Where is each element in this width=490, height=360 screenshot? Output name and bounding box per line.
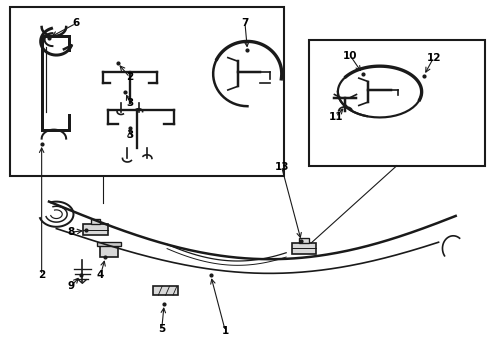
Bar bbox=[100, 246, 118, 257]
Bar bbox=[91, 219, 100, 224]
Bar bbox=[153, 286, 178, 295]
Bar bbox=[299, 238, 309, 243]
Text: 11: 11 bbox=[328, 112, 343, 122]
Bar bbox=[83, 224, 108, 235]
Text: 2: 2 bbox=[126, 72, 133, 82]
Bar bbox=[10, 7, 284, 176]
Text: 3: 3 bbox=[126, 98, 133, 108]
Text: 9: 9 bbox=[68, 281, 74, 291]
Bar bbox=[292, 243, 316, 254]
Text: 3: 3 bbox=[126, 130, 133, 140]
Bar bbox=[97, 242, 121, 246]
Text: 12: 12 bbox=[426, 53, 441, 63]
Text: 2: 2 bbox=[38, 270, 45, 280]
Text: 5: 5 bbox=[158, 324, 165, 334]
Text: 7: 7 bbox=[241, 18, 249, 28]
Bar bbox=[309, 40, 485, 166]
Text: 8: 8 bbox=[68, 227, 74, 237]
Text: 6: 6 bbox=[73, 18, 79, 28]
Text: 10: 10 bbox=[343, 51, 358, 61]
Text: 4: 4 bbox=[97, 270, 104, 280]
Text: 13: 13 bbox=[274, 162, 289, 172]
Text: 1: 1 bbox=[222, 326, 229, 336]
